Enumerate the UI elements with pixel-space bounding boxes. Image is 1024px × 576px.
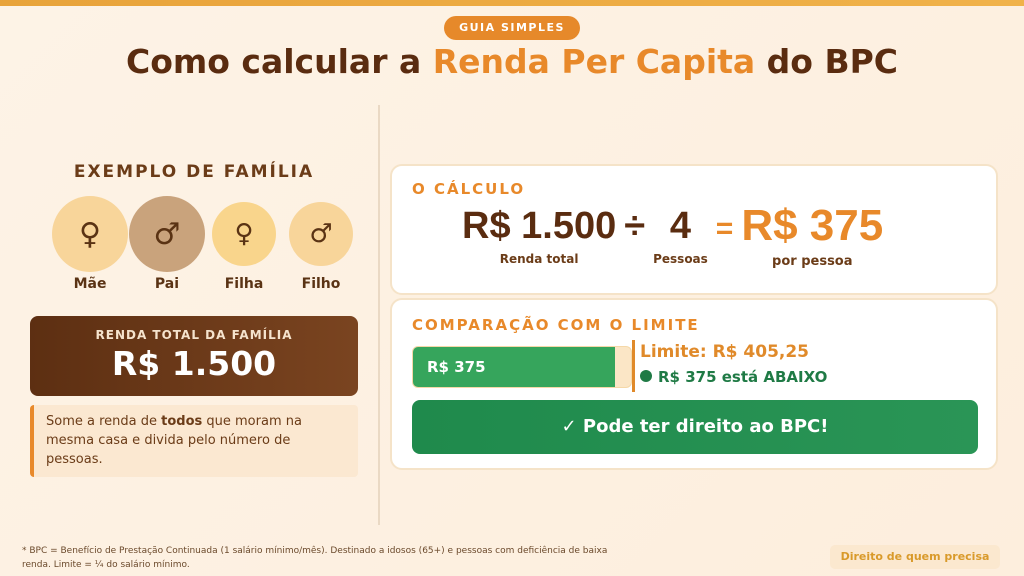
member-label: Filho [301,276,341,292]
title-post: do BPC [755,42,899,81]
member-filho: ♂ Filho [281,196,361,292]
total-label: RENDA TOTAL DA FAMÍLIA [95,328,293,342]
note-bold: todos [161,414,203,429]
family-total-card: RENDA TOTAL DA FAMÍLIA R$ 1.500 [30,316,358,396]
eligibility-result-button[interactable]: ✓ Pode ter direito ao BPC! [412,400,978,454]
result-value: R$ 375 [741,201,884,250]
page-title: Como calcular a Renda Per Capita do BPC [0,42,1024,81]
female-icon: ♀ [52,196,128,272]
member-filha: ♀ Filha [204,196,284,292]
member-mae: ♀ Mãe [50,196,130,292]
instruction-note: Some a renda de todos que moram na mesma… [30,405,358,477]
people-column: 4 Pessoas [653,205,708,266]
footnote: * BPC = Benefício de Prestação Continuad… [22,546,608,570]
people-label: Pessoas [653,251,708,266]
male-icon: ♂ [129,196,205,272]
female-icon: ♀ [212,202,276,266]
total-value: R$ 1.500 [111,344,277,383]
family-members: ♀ Mãe ♂ Pai ♀ Filha ♂ Filho [50,196,358,292]
people-value: 4 [669,205,692,247]
title-pre: Como calcular a [125,42,433,81]
income-value: R$ 1.500 [462,205,617,247]
male-icon: ♂ [289,202,353,266]
note-text: que moram na mesma casa e divida pelo nú… [46,414,302,467]
family-heading: EXEMPLO DE FAMÍLIA [73,162,315,182]
income-column: R$ 1.500 Renda total [462,205,617,266]
result-column: R$ 375 por pessoa [741,201,883,270]
income-progress-bar: R$ 375 [412,346,632,388]
comparison-card: COMPARAÇÃO COM O LIMITE R$ 375 Limite: R… [390,298,998,470]
limit-label: Limite: R$ 405,25 [640,342,810,362]
income-bar-fill: R$ 375 [413,347,615,387]
status-text: R$ 375 está ABAIXO [640,368,827,386]
member-label: Pai [154,276,180,292]
status-dot-icon [640,370,652,382]
footer-tag: Direito de quem precisa [830,545,1000,569]
income-label: Renda total [499,251,579,266]
calculation-card: O CÁLCULO R$ 1.500 Renda total ÷ 4 Pesso… [390,164,998,295]
status-label: R$ 375 está ABAIXO [658,368,828,386]
calculation-row: R$ 1.500 Renda total ÷ 4 Pessoas = R$ 37… [462,201,883,270]
title-highlight: Renda Per Capita [432,42,756,81]
note-text: Some a renda de [46,414,162,429]
compare-heading: COMPARAÇÃO COM O LIMITE [412,316,700,334]
member-pai: ♂ Pai [127,196,207,292]
top-accent-bar [0,0,1024,6]
divider [378,105,380,525]
equals-sign: = [715,212,734,245]
member-label: Filha [224,276,264,292]
divide-sign: ÷ [624,205,646,247]
member-label: Mãe [73,276,107,292]
limit-marker [632,340,635,392]
calc-heading: O CÁLCULO [412,180,526,198]
result-label: por pessoa [772,254,853,270]
guide-badge: GUIA SIMPLES [444,16,580,40]
